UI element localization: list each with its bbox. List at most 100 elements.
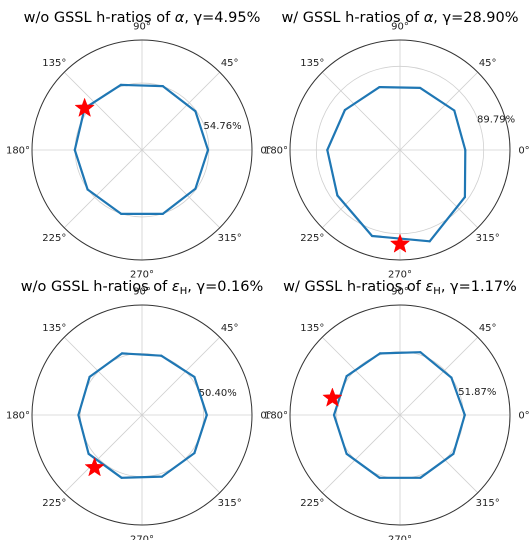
chart-0-point-2 xyxy=(161,84,164,88)
chart-3-point-2 xyxy=(419,351,422,354)
chart-3-point-0 xyxy=(463,413,466,417)
chart-0-theta-tick-315: 315° xyxy=(218,233,242,244)
chart-2-theta-tick-135: 135° xyxy=(42,323,66,334)
chart-1-theta-tick-180: 180° xyxy=(264,146,288,157)
chart-1-point-9 xyxy=(463,196,466,199)
chart-0-theta-tick-0: 0° xyxy=(260,146,271,157)
chart-1-spoke-315 xyxy=(399,149,479,229)
chart-3-theta-tick-0: 0° xyxy=(518,411,529,422)
chart-3-spoke-315 xyxy=(399,414,479,494)
chart-0-highlight-star xyxy=(74,97,95,117)
chart-0-point-3 xyxy=(119,83,122,87)
chart-1-theta-tick-270: 270° xyxy=(388,270,412,281)
chart-2-point-0 xyxy=(205,413,208,417)
chart-1-point-0 xyxy=(464,148,467,152)
chart-1: w/ GSSL h-ratios of α, γ=28.90% 89.79% 0° 4… xyxy=(264,10,530,281)
chart-2-theta-tick-270: 270° xyxy=(130,535,154,540)
chart-3-point-3 xyxy=(378,352,382,355)
chart-0-frame xyxy=(31,39,253,261)
chart-2-point-7 xyxy=(120,476,123,479)
chart-2-point-2 xyxy=(160,354,163,357)
chart-2-point-4 xyxy=(88,375,91,379)
chart-2-spoke-315 xyxy=(141,414,221,494)
chart-2-spoke-135 xyxy=(63,336,143,416)
chart-2-frame xyxy=(31,304,253,526)
chart-0-spoke-225 xyxy=(63,149,143,229)
chart-2-point-5 xyxy=(77,413,80,417)
chart-3-point-6 xyxy=(345,452,348,455)
chart-1-theta-tick-45: 45° xyxy=(479,58,497,69)
chart-0-r-tick-label: 54.76% xyxy=(204,121,242,132)
chart-0-theta-tick-225: 225° xyxy=(42,233,66,244)
chart-0-theta-tick-180: 180° xyxy=(6,146,30,157)
chart-3-r-tick-label: 51.87% xyxy=(458,387,496,398)
chart-0-title: w/o GSSL h-ratios of α, γ=4.95% xyxy=(24,10,261,26)
chart-0-point-8 xyxy=(161,212,164,216)
chart-2-point-3 xyxy=(120,352,124,355)
chart-1-theta-tick-135: 135° xyxy=(300,58,324,69)
chart-3-point-1 xyxy=(450,376,453,379)
chart-1-point-7 xyxy=(370,234,374,238)
chart-2-theta-tick-315: 315° xyxy=(218,498,242,509)
chart-2-theta-tick-225: 225° xyxy=(42,498,66,509)
chart-2-point-9 xyxy=(193,451,196,455)
chart-3-theta-tick-270: 270° xyxy=(388,535,412,540)
chart-0-point-1 xyxy=(194,110,197,113)
chart-1-point-6 xyxy=(336,194,339,197)
chart-3-point-5 xyxy=(332,413,336,417)
chart-0-spoke-45 xyxy=(141,71,221,151)
chart-0-point-0 xyxy=(206,148,210,152)
chart-2-theta-tick-45: 45° xyxy=(221,323,239,334)
chart-0: w/o GSSL h-ratios of α, γ=4.95% 54.76% 0° 4… xyxy=(6,10,272,281)
chart-1-theta-tick-225: 225° xyxy=(300,233,324,244)
chart-1-point-3 xyxy=(378,85,381,89)
chart-2-point-1 xyxy=(193,375,196,379)
chart-3: w/ GSSL h-ratios of εH, γ=1.17% 51.87% 0° 4… xyxy=(264,279,530,540)
chart-1-r-tick-label: 89.79% xyxy=(477,114,515,125)
chart-3-theta-tick-180: 180° xyxy=(264,411,288,422)
chart-1-theta-tick-90: 90° xyxy=(391,22,409,33)
chart-1-spoke-225 xyxy=(321,149,401,229)
chart-3-frame xyxy=(289,304,511,526)
chart-3-theta-tick-135: 135° xyxy=(300,323,324,334)
chart-2-spoke-45 xyxy=(141,336,221,416)
chart-3-theta-tick-90: 90° xyxy=(391,287,409,298)
chart-0-theta-tick-135: 135° xyxy=(42,58,66,69)
chart-2-point-8 xyxy=(160,475,164,478)
chart-2-title: w/o GSSL h-ratios of εH, γ=0.16% xyxy=(21,279,264,297)
chart-0-theta-tick-270: 270° xyxy=(130,270,154,281)
chart-3-point-7 xyxy=(378,476,381,479)
chart-0-spoke-135 xyxy=(63,71,143,151)
chart-3-spoke-45 xyxy=(399,336,479,416)
chart-0-point-9 xyxy=(194,187,197,190)
chart-2-spoke-225 xyxy=(63,414,143,494)
chart-1-point-5 xyxy=(326,148,329,152)
chart-0-theta-tick-90: 90° xyxy=(133,22,151,33)
chart-2-theta-tick-180: 180° xyxy=(6,411,30,422)
chart-1-point-4 xyxy=(343,108,347,112)
chart-2-point-6 xyxy=(87,452,90,455)
chart-1-series-line xyxy=(326,86,467,243)
chart-1-point-1 xyxy=(453,109,456,112)
chart-0-spoke-315 xyxy=(141,149,221,229)
chart-3-point-4 xyxy=(345,375,348,378)
chart-1-theta-tick-315: 315° xyxy=(476,233,500,244)
chart-0-point-6 xyxy=(86,188,89,191)
chart-2: w/o GSSL h-ratios of εH, γ=0.16% 50.40% 0°… xyxy=(6,279,272,540)
chart-3-theta-tick-45: 45° xyxy=(479,323,497,334)
chart-3-title: w/ GSSL h-ratios of εH, γ=1.17% xyxy=(283,279,517,297)
chart-1-frame xyxy=(289,39,511,261)
chart-2-r-tick-label: 50.40% xyxy=(199,388,237,399)
chart-1-highlight-star xyxy=(389,233,411,253)
chart-3-point-9 xyxy=(452,452,455,455)
chart-1-spoke-45 xyxy=(399,71,479,151)
chart-2-highlight-star xyxy=(84,456,105,477)
chart-1-point-2 xyxy=(419,86,422,90)
chart-3-highlight-star xyxy=(322,387,343,407)
chart-1-title: w/ GSSL h-ratios of α, γ=28.90% xyxy=(281,10,518,26)
chart-3-theta-tick-225: 225° xyxy=(300,498,324,509)
chart-3-spoke-225 xyxy=(321,414,401,494)
chart-1-theta-tick-0: 0° xyxy=(518,146,529,157)
chart-1-point-8 xyxy=(428,240,431,243)
